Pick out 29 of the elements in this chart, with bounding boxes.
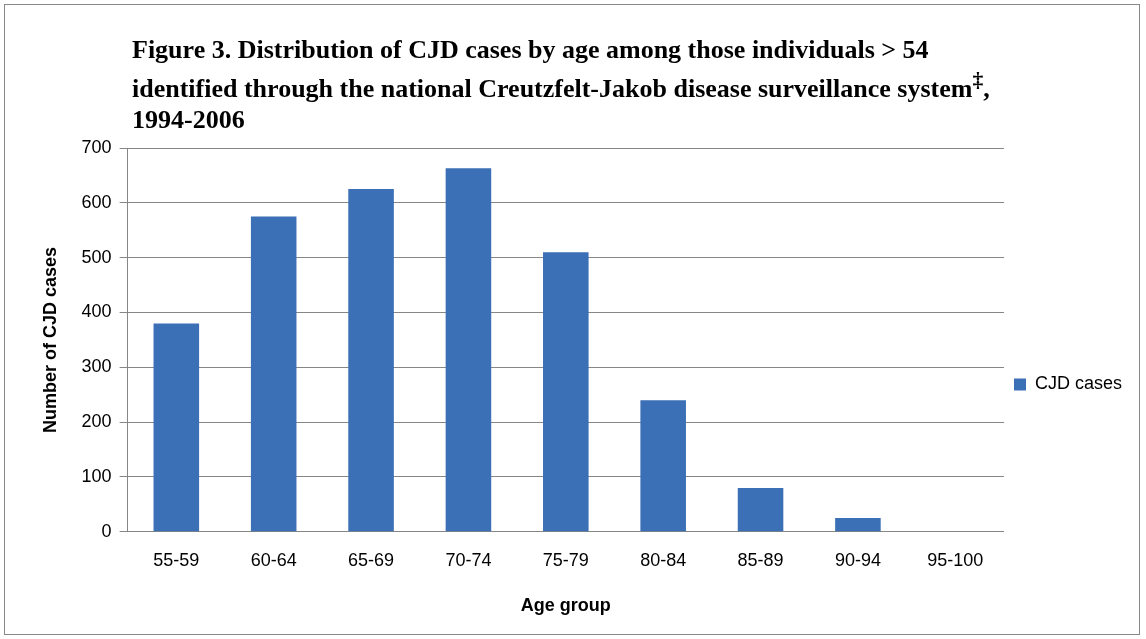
chart-title: Figure 3. Distribution of CJD cases by age among those individuals > 54 identified through the national Creutzfelt-Jakob disease surveillance system$^{‡}$, 1994-2006 — [132, 35, 990, 134]
x-axis-title: Age group — [520, 595, 611, 616]
y-axis-title: Number of CJD cases — [39, 246, 60, 433]
legend-label: CJD cases — [1034, 373, 1123, 394]
y-tick-label: 300 — [81, 356, 112, 377]
y-tick-label: 600 — [81, 191, 112, 212]
y-tick-label: 200 — [81, 411, 112, 432]
x-tick-label: 70-74 — [445, 549, 492, 570]
x-tick-label: 75-79 — [542, 549, 589, 570]
y-tick-label: 500 — [81, 246, 112, 267]
y-tick-label: 100 — [81, 465, 112, 486]
bar — [640, 400, 686, 532]
y-tick-label: 0 — [101, 520, 112, 541]
bar — [153, 323, 200, 532]
bar — [250, 216, 297, 532]
x-tick-label: 60-64 — [250, 549, 297, 570]
x-tick-label: 65-69 — [348, 549, 395, 570]
bar — [543, 252, 589, 532]
bar — [445, 168, 492, 532]
x-tick-label: 90-94 — [834, 549, 881, 570]
x-tick-label: 85-89 — [737, 549, 784, 570]
bar — [835, 518, 881, 532]
bar — [348, 189, 394, 532]
bar — [737, 487, 784, 532]
x-tick-label: 80-84 — [640, 549, 687, 570]
y-tick-label: 700 — [81, 136, 112, 157]
y-tick-label: 400 — [81, 301, 112, 322]
x-tick-label: 55-59 — [153, 549, 200, 570]
x-tick-label: 95-100 — [927, 549, 984, 570]
